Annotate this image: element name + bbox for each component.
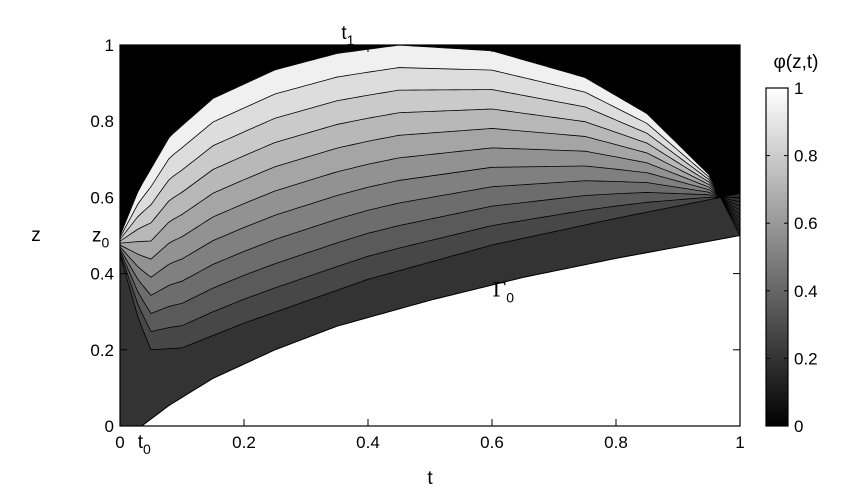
annotation-subscript: 1: [347, 32, 355, 48]
contour-line-3: [120, 180, 740, 296]
colorbar-tick-label: 0.2: [794, 349, 818, 368]
x-tick-label: 0.2: [232, 433, 256, 452]
y-tick-label: 0.6: [90, 188, 114, 207]
region-above-gamma1: [120, 45, 740, 236]
colorbar-tick-label: 0.6: [794, 214, 818, 233]
colorbar-tick-label: 0: [794, 417, 803, 436]
colorbar-tick-label: 0.4: [794, 282, 818, 301]
plot-area: [120, 45, 740, 426]
contour-line-5: [120, 147, 740, 260]
annotation-t1: t1: [341, 23, 354, 48]
annotation-subscript: 0: [102, 235, 110, 251]
colorbar-ticks: 0 0.2 0.4 0.6 0.8 1: [766, 79, 818, 436]
x-tick-label: 0: [115, 433, 124, 452]
y-tick-label: 0.2: [90, 341, 114, 360]
x-tick-label: 1: [735, 433, 744, 452]
contour-line-7: [120, 108, 740, 242]
y-tick-label: 1: [105, 36, 114, 55]
colorbar-title: φ(z,t): [773, 52, 818, 73]
y-tick-label: 0: [105, 417, 114, 436]
colorbar: φ(z,t) 0 0.2 0.4 0.6 0.8 1: [765, 52, 819, 436]
contour-lines: [120, 45, 740, 426]
plot-frame: [119, 44, 741, 427]
y-axis: 0 0.2 0.4 0.6 0.8 1: [90, 36, 740, 436]
contour-line-2: [120, 192, 740, 315]
contour-line-4: [120, 165, 740, 278]
y-tick-label: 0.8: [90, 112, 114, 131]
gamma1-curve: [120, 45, 740, 236]
contour-line-8: [120, 89, 740, 240]
x-axis-label: t: [427, 468, 433, 489]
annotation-z0: z0: [92, 226, 110, 251]
annotation-t0: t0: [138, 432, 151, 457]
colorbar-tick-label: 1: [794, 79, 803, 98]
annotation-subscript: 0: [143, 441, 151, 457]
gamma0-curve: [141, 235, 740, 426]
x-axis: 0 0.2 0.4 0.6 0.8 1: [115, 45, 745, 452]
y-tick-label: 0.4: [90, 265, 114, 284]
annotation-subscript: 1: [648, 90, 656, 106]
annotation-subscript: 0: [506, 289, 514, 305]
x-tick-label: 0.4: [356, 433, 380, 452]
x-tick-label: 0.6: [480, 433, 504, 452]
contour-line-6: [120, 128, 740, 244]
colorbar-gradient: [765, 87, 789, 427]
colorbar-tick-label: 0.8: [794, 147, 818, 166]
dark-band-edge: [120, 193, 740, 351]
contour-line-9: [120, 67, 740, 238]
contour-line-1: [120, 196, 740, 333]
x-tick-label: 0.8: [604, 433, 628, 452]
y-axis-label: z: [31, 225, 41, 246]
